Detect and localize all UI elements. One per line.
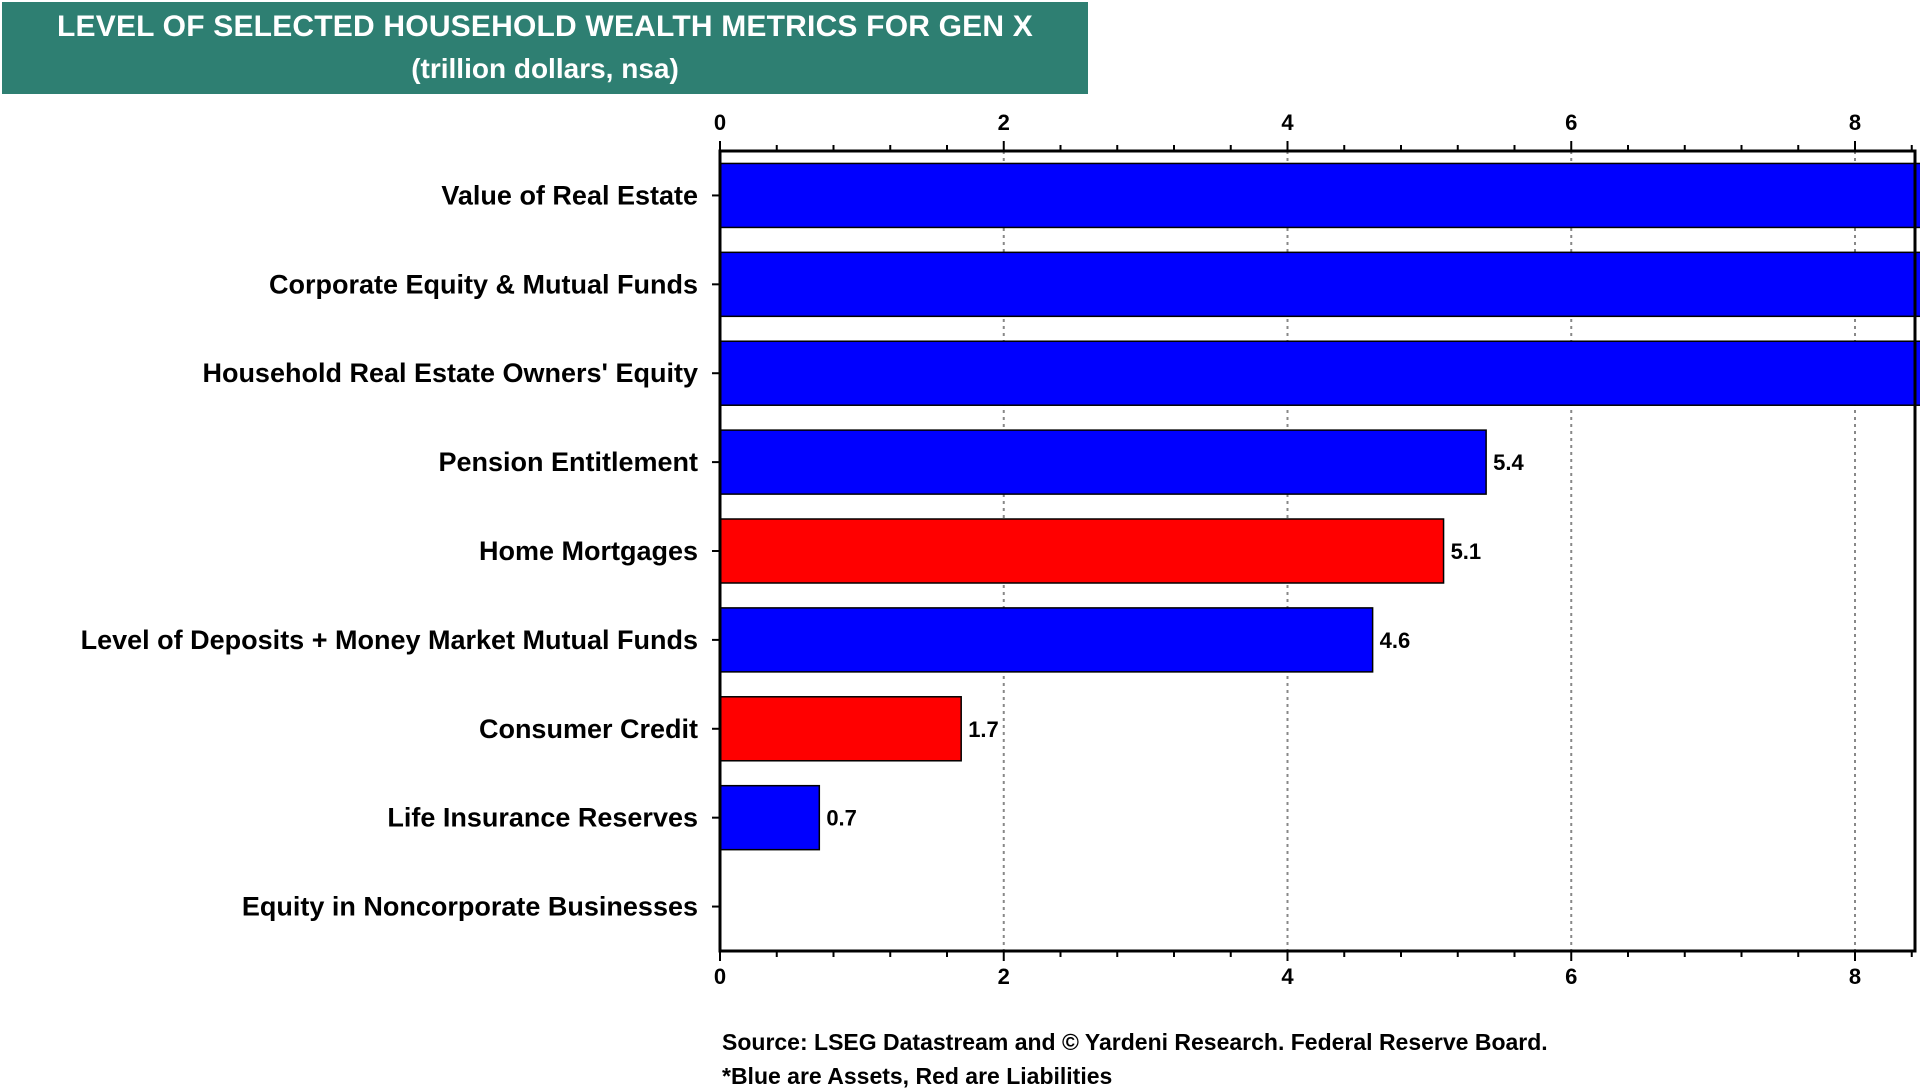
x-tick-label-top: 4 bbox=[1281, 110, 1294, 135]
category-label: Home Mortgages bbox=[479, 536, 698, 566]
bar-value-label: 0.7 bbox=[826, 806, 857, 831]
chart-title: LEVEL OF SELECTED HOUSEHOLD WEALTH METRI… bbox=[57, 10, 1033, 43]
x-tick-label-bottom: 2 bbox=[998, 964, 1010, 989]
category-label: Life Insurance Reserves bbox=[387, 803, 698, 833]
bar bbox=[719, 340, 1920, 406]
bar bbox=[719, 251, 1920, 318]
x-tick-label-top: 2 bbox=[998, 110, 1010, 135]
bar-value-label: 1.7 bbox=[968, 717, 999, 742]
bar-value-label: 5.1 bbox=[1451, 539, 1482, 564]
x-tick-label-bottom: 6 bbox=[1565, 964, 1577, 989]
legend-note: *Blue are Assets, Red are Liabilities bbox=[722, 1063, 1113, 1089]
bar bbox=[719, 162, 1920, 229]
category-label: Consumer Credit bbox=[479, 714, 698, 744]
category-label: Household Real Estate Owners' Equity bbox=[202, 358, 698, 388]
chart-subtitle: (trillion dollars, nsa) bbox=[411, 53, 679, 84]
axis-ticks bbox=[712, 141, 1913, 961]
chart-title-banner: LEVEL OF SELECTED HOUSEHOLD WEALTH METRI… bbox=[2, 2, 1088, 94]
x-tick-label-top: 8 bbox=[1849, 110, 1861, 135]
source-note: Source: LSEG Datastream and © Yardeni Re… bbox=[722, 1029, 1548, 1055]
bar-value-label: 4.6 bbox=[1380, 628, 1411, 653]
x-tick-label-bottom: 0 bbox=[714, 964, 726, 989]
bar bbox=[719, 784, 821, 851]
category-label: Value of Real Estate bbox=[441, 180, 698, 210]
bar bbox=[719, 429, 1487, 495]
x-tick-label-top: 6 bbox=[1565, 110, 1577, 135]
x-tick-label-bottom: 4 bbox=[1281, 964, 1294, 989]
category-label: Level of Deposits + Money Market Mutual … bbox=[81, 625, 698, 655]
bar bbox=[719, 696, 962, 762]
bar-value-label: 5.4 bbox=[1493, 450, 1524, 475]
category-label: Corporate Equity & Mutual Funds bbox=[269, 269, 698, 299]
bars bbox=[719, 162, 1920, 851]
x-tick-label-bottom: 8 bbox=[1849, 964, 1861, 989]
x-tick-label-top: 0 bbox=[714, 110, 726, 135]
bar bbox=[719, 607, 1374, 673]
axis-labels: 00224466881010121214141616Value of Real … bbox=[81, 110, 1861, 989]
category-label: Equity in Noncorporate Businesses bbox=[242, 892, 698, 922]
category-label: Pension Entitlement bbox=[438, 447, 698, 477]
bar bbox=[719, 518, 1445, 584]
